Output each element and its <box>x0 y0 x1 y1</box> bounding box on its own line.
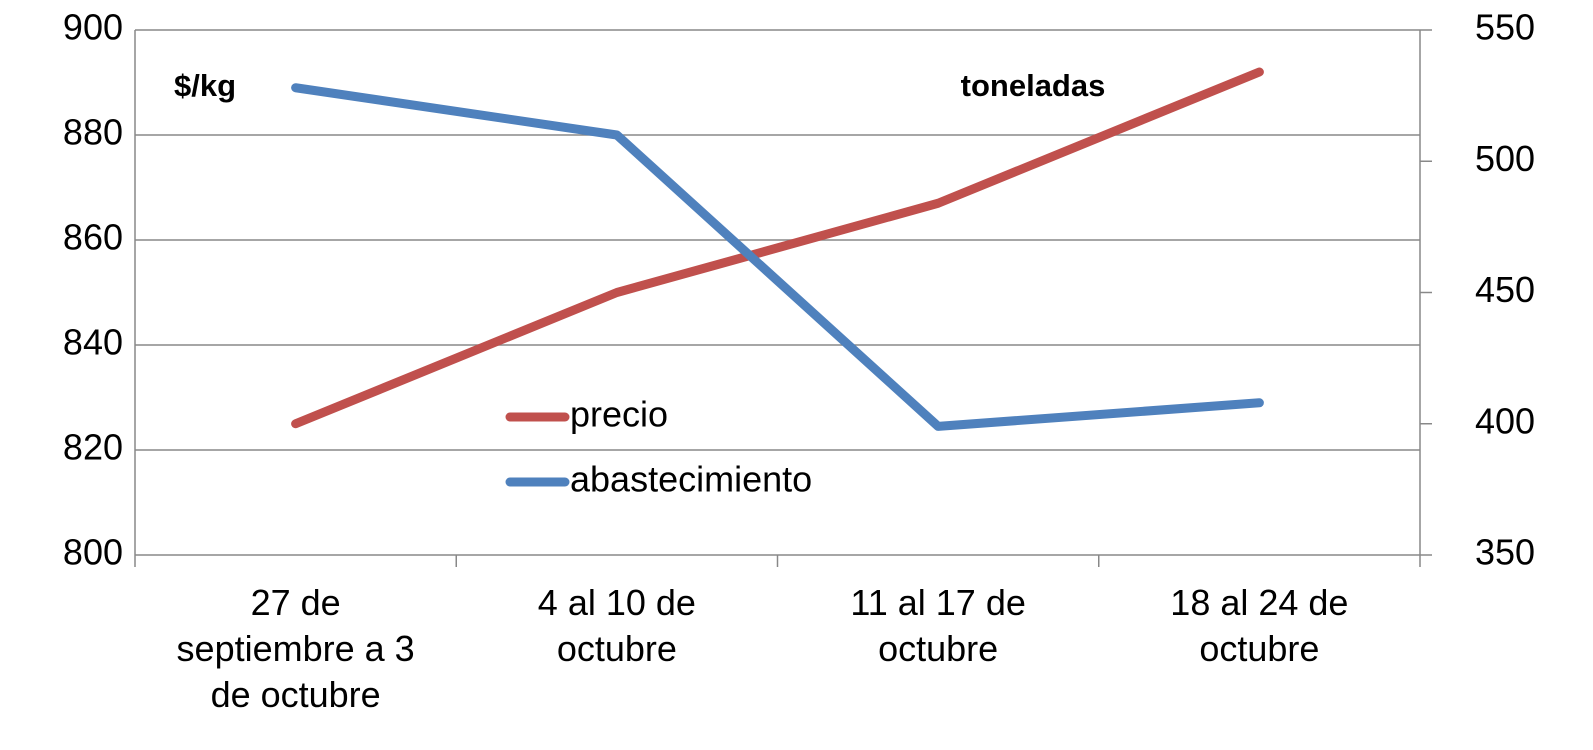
y2-axis-unit: toneladas <box>961 68 1106 103</box>
y2-tick-label: 400 <box>1475 400 1535 441</box>
y-tick-label: 800 <box>63 532 123 573</box>
series-line <box>291 67 1264 429</box>
y-tick-label: 840 <box>63 322 123 363</box>
x-tick-label: 27 de septiembre a 3 de octubre <box>177 582 415 715</box>
y-tick-label: 820 <box>63 427 123 468</box>
x-tick-label: 18 al 24 de octubre <box>1170 582 1348 669</box>
y-tick-label: 860 <box>63 217 123 258</box>
y-tick-label: 900 <box>63 7 123 48</box>
x-tick-label: 4 al 10 de octubre <box>538 582 696 669</box>
y2-tick-label: 550 <box>1475 7 1535 48</box>
x-tick-label: 11 al 17 de octubre <box>850 582 1025 669</box>
y2-tick-label: 500 <box>1475 138 1535 179</box>
series-line <box>291 83 1264 431</box>
legend-label: precio <box>570 394 668 435</box>
y-tick-label: 880 <box>63 112 123 153</box>
legend-label: abastecimiento <box>570 459 812 500</box>
y2-tick-label: 350 <box>1475 532 1535 573</box>
y-axis-unit: $/kg <box>174 68 236 103</box>
y2-tick-label: 450 <box>1475 269 1535 310</box>
